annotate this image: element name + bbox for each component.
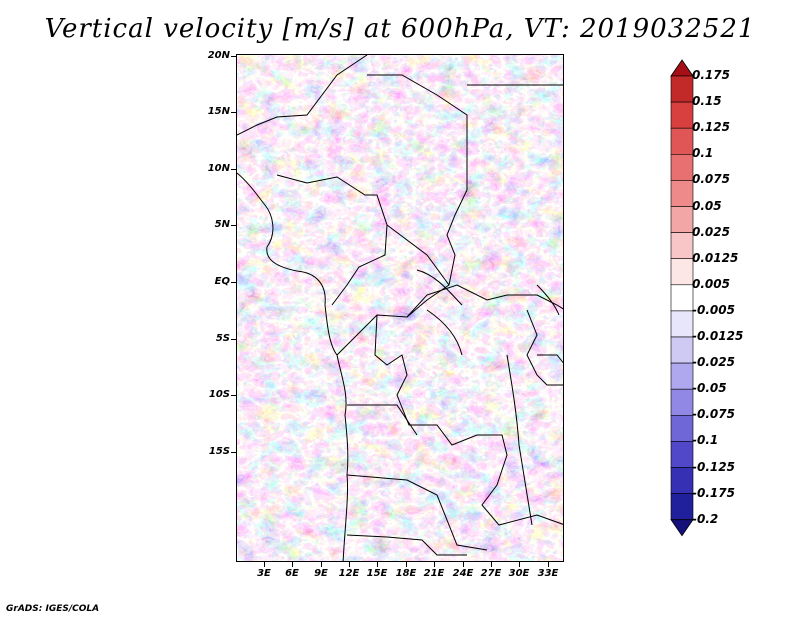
colorbar-segment	[670, 232, 694, 260]
colorbar-segment	[670, 414, 694, 442]
colorbar-segment	[670, 441, 694, 468]
lat-tick	[231, 339, 236, 340]
colorbar-label: 0.15	[692, 94, 722, 109]
lon-tick	[519, 562, 520, 567]
lon-label-18e: 18E	[395, 568, 417, 579]
colorbar-segment	[670, 310, 694, 338]
lat-tick	[231, 282, 236, 283]
colorbar-label: 0.125	[692, 120, 730, 135]
colorbar-label: 0.175	[692, 68, 730, 82]
lat-tick	[231, 452, 236, 453]
colorbar-label: 0.025	[692, 224, 730, 239]
colorbar-label: 0.05	[692, 198, 722, 213]
lon-label-6e: 6E	[285, 568, 299, 579]
colorbar-label: 0.1	[692, 146, 714, 161]
lat-label-10n: 10N	[207, 163, 230, 174]
colorbar-segment	[670, 154, 694, 181]
colorbar-label: -0.175	[692, 485, 735, 500]
colorbar-segment	[670, 75, 694, 103]
lon-label-27e: 27E	[480, 568, 502, 579]
lon-tick	[491, 562, 492, 567]
colorbar-label: -0.0125	[692, 329, 744, 343]
colorbar-label: -0.075	[692, 407, 735, 422]
lon-label-30e: 30E	[508, 568, 530, 579]
lat-label-10s: 10S	[208, 389, 230, 400]
colorbar-segment	[670, 388, 694, 416]
lon-label-12e: 12E	[338, 568, 360, 579]
colorbar-label: -0.125	[692, 459, 735, 474]
colorbar-segment	[670, 101, 694, 129]
lat-tick	[231, 395, 236, 396]
lon-tick	[406, 562, 407, 567]
lat-label-15n: 15N	[207, 106, 230, 117]
lon-tick	[349, 562, 350, 567]
lat-tick	[231, 169, 236, 170]
lon-label-9e: 9E	[314, 568, 328, 579]
colorbar-segment	[670, 180, 694, 207]
colorbar-max-arrow	[670, 59, 694, 77]
lat-label-20n: 20N	[207, 50, 230, 61]
lat-label-5n: 5N	[214, 219, 230, 230]
colorbar-label: -0.005	[692, 302, 735, 317]
colorbar-segment	[670, 336, 694, 364]
lon-tick	[321, 562, 322, 567]
lon-tick	[292, 562, 293, 567]
lat-tick	[231, 225, 236, 226]
colorbar-min-arrow	[670, 519, 694, 537]
colorbar-segment	[670, 206, 694, 233]
colorbar-segment	[670, 362, 694, 390]
colorbar	[670, 59, 694, 537]
colorbar-label: -0.1	[692, 433, 719, 448]
lat-tick	[231, 56, 236, 57]
lon-tick	[463, 562, 464, 567]
lat-tick	[231, 112, 236, 113]
colorbar-segment	[670, 127, 694, 155]
lat-label-15s: 15S	[208, 446, 230, 457]
colorbar-label: -0.2	[692, 511, 719, 526]
lon-tick	[434, 562, 435, 567]
velocity-field-map	[237, 55, 563, 561]
colorbar-label: 0.075	[692, 172, 730, 187]
colorbar-label: 0.0125	[692, 250, 739, 265]
lon-label-15e: 15E	[366, 568, 388, 579]
colorbar-label: -0.025	[692, 355, 735, 370]
lat-label-5s: 5S	[215, 333, 230, 344]
lat-label-eq: EQ	[214, 276, 230, 287]
credit-text: GrADS: IGES/COLA	[6, 604, 100, 614]
map-plot-area	[236, 54, 564, 562]
lon-label-21e: 21E	[423, 568, 445, 579]
colorbar-label: -0.05	[692, 381, 727, 396]
lon-tick	[377, 562, 378, 567]
country-borders	[237, 55, 563, 561]
colorbar-segment	[670, 258, 694, 286]
lon-label-3e: 3E	[257, 568, 271, 579]
lon-label-24e: 24E	[452, 568, 474, 579]
lon-label-33e: 33E	[537, 568, 559, 579]
colorbar-segment	[670, 467, 694, 494]
lon-tick	[548, 562, 549, 567]
colorbar-segment	[670, 493, 694, 521]
colorbar-label: 0.005	[692, 276, 730, 291]
chart-title: Vertical velocity [m/s] at 600hPa, VT: 2…	[44, 14, 756, 44]
lon-tick	[264, 562, 265, 567]
colorbar-segment	[670, 284, 694, 312]
